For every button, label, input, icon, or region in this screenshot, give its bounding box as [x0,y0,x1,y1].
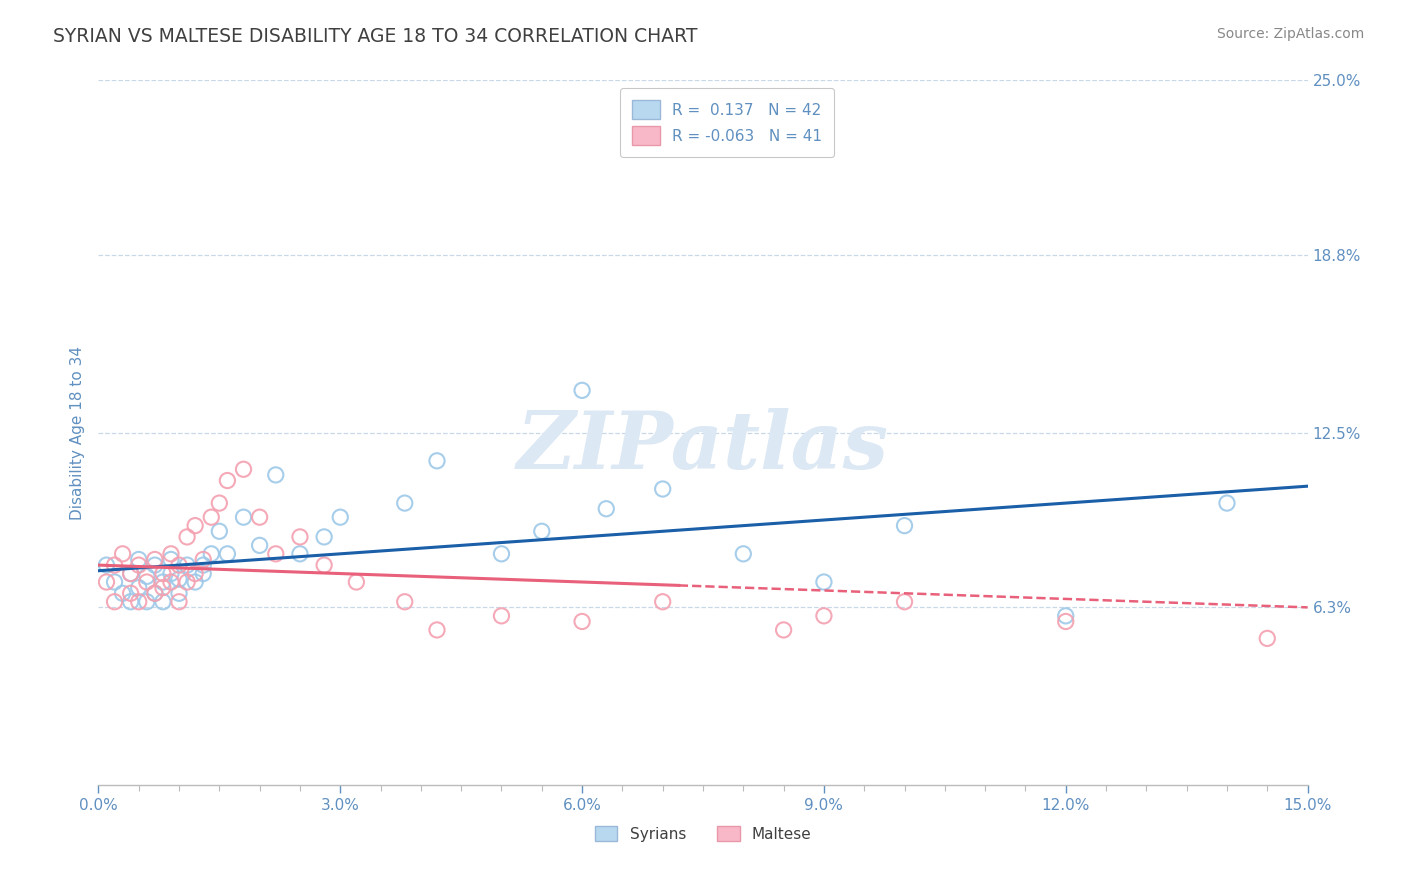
Point [184,566,207,581]
Point [176,574,198,589]
Point [152,566,174,581]
Point [249,510,271,524]
Point [232,510,254,524]
Point [143,558,166,573]
Point [193,558,215,573]
Point [160,547,183,561]
Point [184,518,207,533]
Point [135,595,157,609]
Point [264,547,287,561]
Point [288,530,311,544]
Point [1054,615,1077,629]
Point [160,566,183,581]
Point [167,595,190,609]
Point [167,558,190,573]
Point [329,510,352,524]
Point [426,454,449,468]
Point [200,510,222,524]
Point [176,558,198,573]
Text: ZIPatlas: ZIPatlas [517,408,889,485]
Point [152,595,174,609]
Point [893,518,915,533]
Point [103,558,125,573]
Point [651,595,673,609]
Point [152,581,174,595]
Point [135,569,157,583]
Legend: Syrians, Maltese: Syrians, Maltese [588,820,818,847]
Point [813,574,835,589]
Point [394,496,416,510]
Point [217,474,239,488]
Point [167,586,190,600]
Point [571,615,593,629]
Point [1054,608,1077,623]
Point [128,595,150,609]
Point [96,574,118,589]
Point [128,552,150,566]
Point [193,566,215,581]
Point [217,547,239,561]
Point [491,608,513,623]
Point [491,547,513,561]
Point [571,384,593,398]
Point [314,530,336,544]
Point [143,586,166,600]
Point [651,482,673,496]
Point [288,547,311,561]
Point [120,586,142,600]
Point [249,538,271,552]
Point [772,623,794,637]
Text: SYRIAN VS MALTESE DISABILITY AGE 18 TO 34 CORRELATION CHART: SYRIAN VS MALTESE DISABILITY AGE 18 TO 3… [53,27,697,45]
Point [135,574,157,589]
Point [394,595,416,609]
Point [176,530,198,544]
Point [103,595,125,609]
Point [184,574,207,589]
Point [208,524,231,539]
Point [733,547,755,561]
Point [120,566,142,581]
Point [152,574,174,589]
Point [893,595,915,609]
Point [232,462,254,476]
Point [160,574,183,589]
Point [128,581,150,595]
Point [426,623,449,637]
Point [595,501,617,516]
Point [344,574,367,589]
Point [193,552,215,566]
Point [530,524,553,539]
Point [1216,496,1239,510]
Point [120,595,142,609]
Y-axis label: Disability Age 18 to 34: Disability Age 18 to 34 [69,345,84,520]
Point [200,547,222,561]
Point [96,558,118,573]
Point [120,566,142,581]
Point [143,586,166,600]
Point [1256,632,1278,646]
Point [103,574,125,589]
Point [111,547,134,561]
Point [813,608,835,623]
Point [111,586,134,600]
Point [143,552,166,566]
Point [160,552,183,566]
Text: Source: ZipAtlas.com: Source: ZipAtlas.com [1216,27,1364,41]
Point [128,558,150,573]
Point [208,496,231,510]
Point [314,558,336,573]
Point [167,572,190,586]
Point [264,467,287,482]
